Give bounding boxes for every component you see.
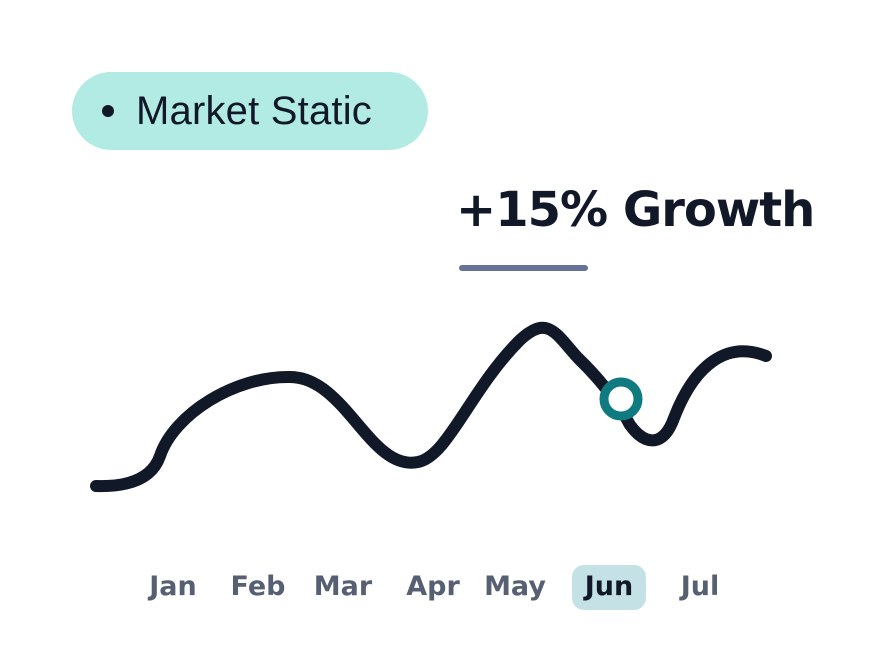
selected-month-highlight <box>572 565 646 610</box>
month-label-jul[interactable]: Jul <box>679 571 720 602</box>
status-dot-icon <box>102 105 114 117</box>
market-status-badge: Market Static <box>72 72 428 150</box>
trend-line <box>90 321 772 493</box>
badge-label: Market Static <box>136 88 372 133</box>
growth-headline: +15% Growth <box>456 182 815 238</box>
month-label-feb[interactable]: Feb <box>231 571 286 602</box>
selected-point-marker[interactable] <box>599 377 643 421</box>
month-label-jun[interactable]: Jun <box>583 571 634 602</box>
month-label-apr[interactable]: Apr <box>406 571 460 602</box>
headline-underline <box>459 265 588 271</box>
month-label-may[interactable]: May <box>484 571 546 602</box>
month-label-mar[interactable]: Mar <box>314 571 373 602</box>
month-label-jan[interactable]: Jan <box>147 571 197 602</box>
